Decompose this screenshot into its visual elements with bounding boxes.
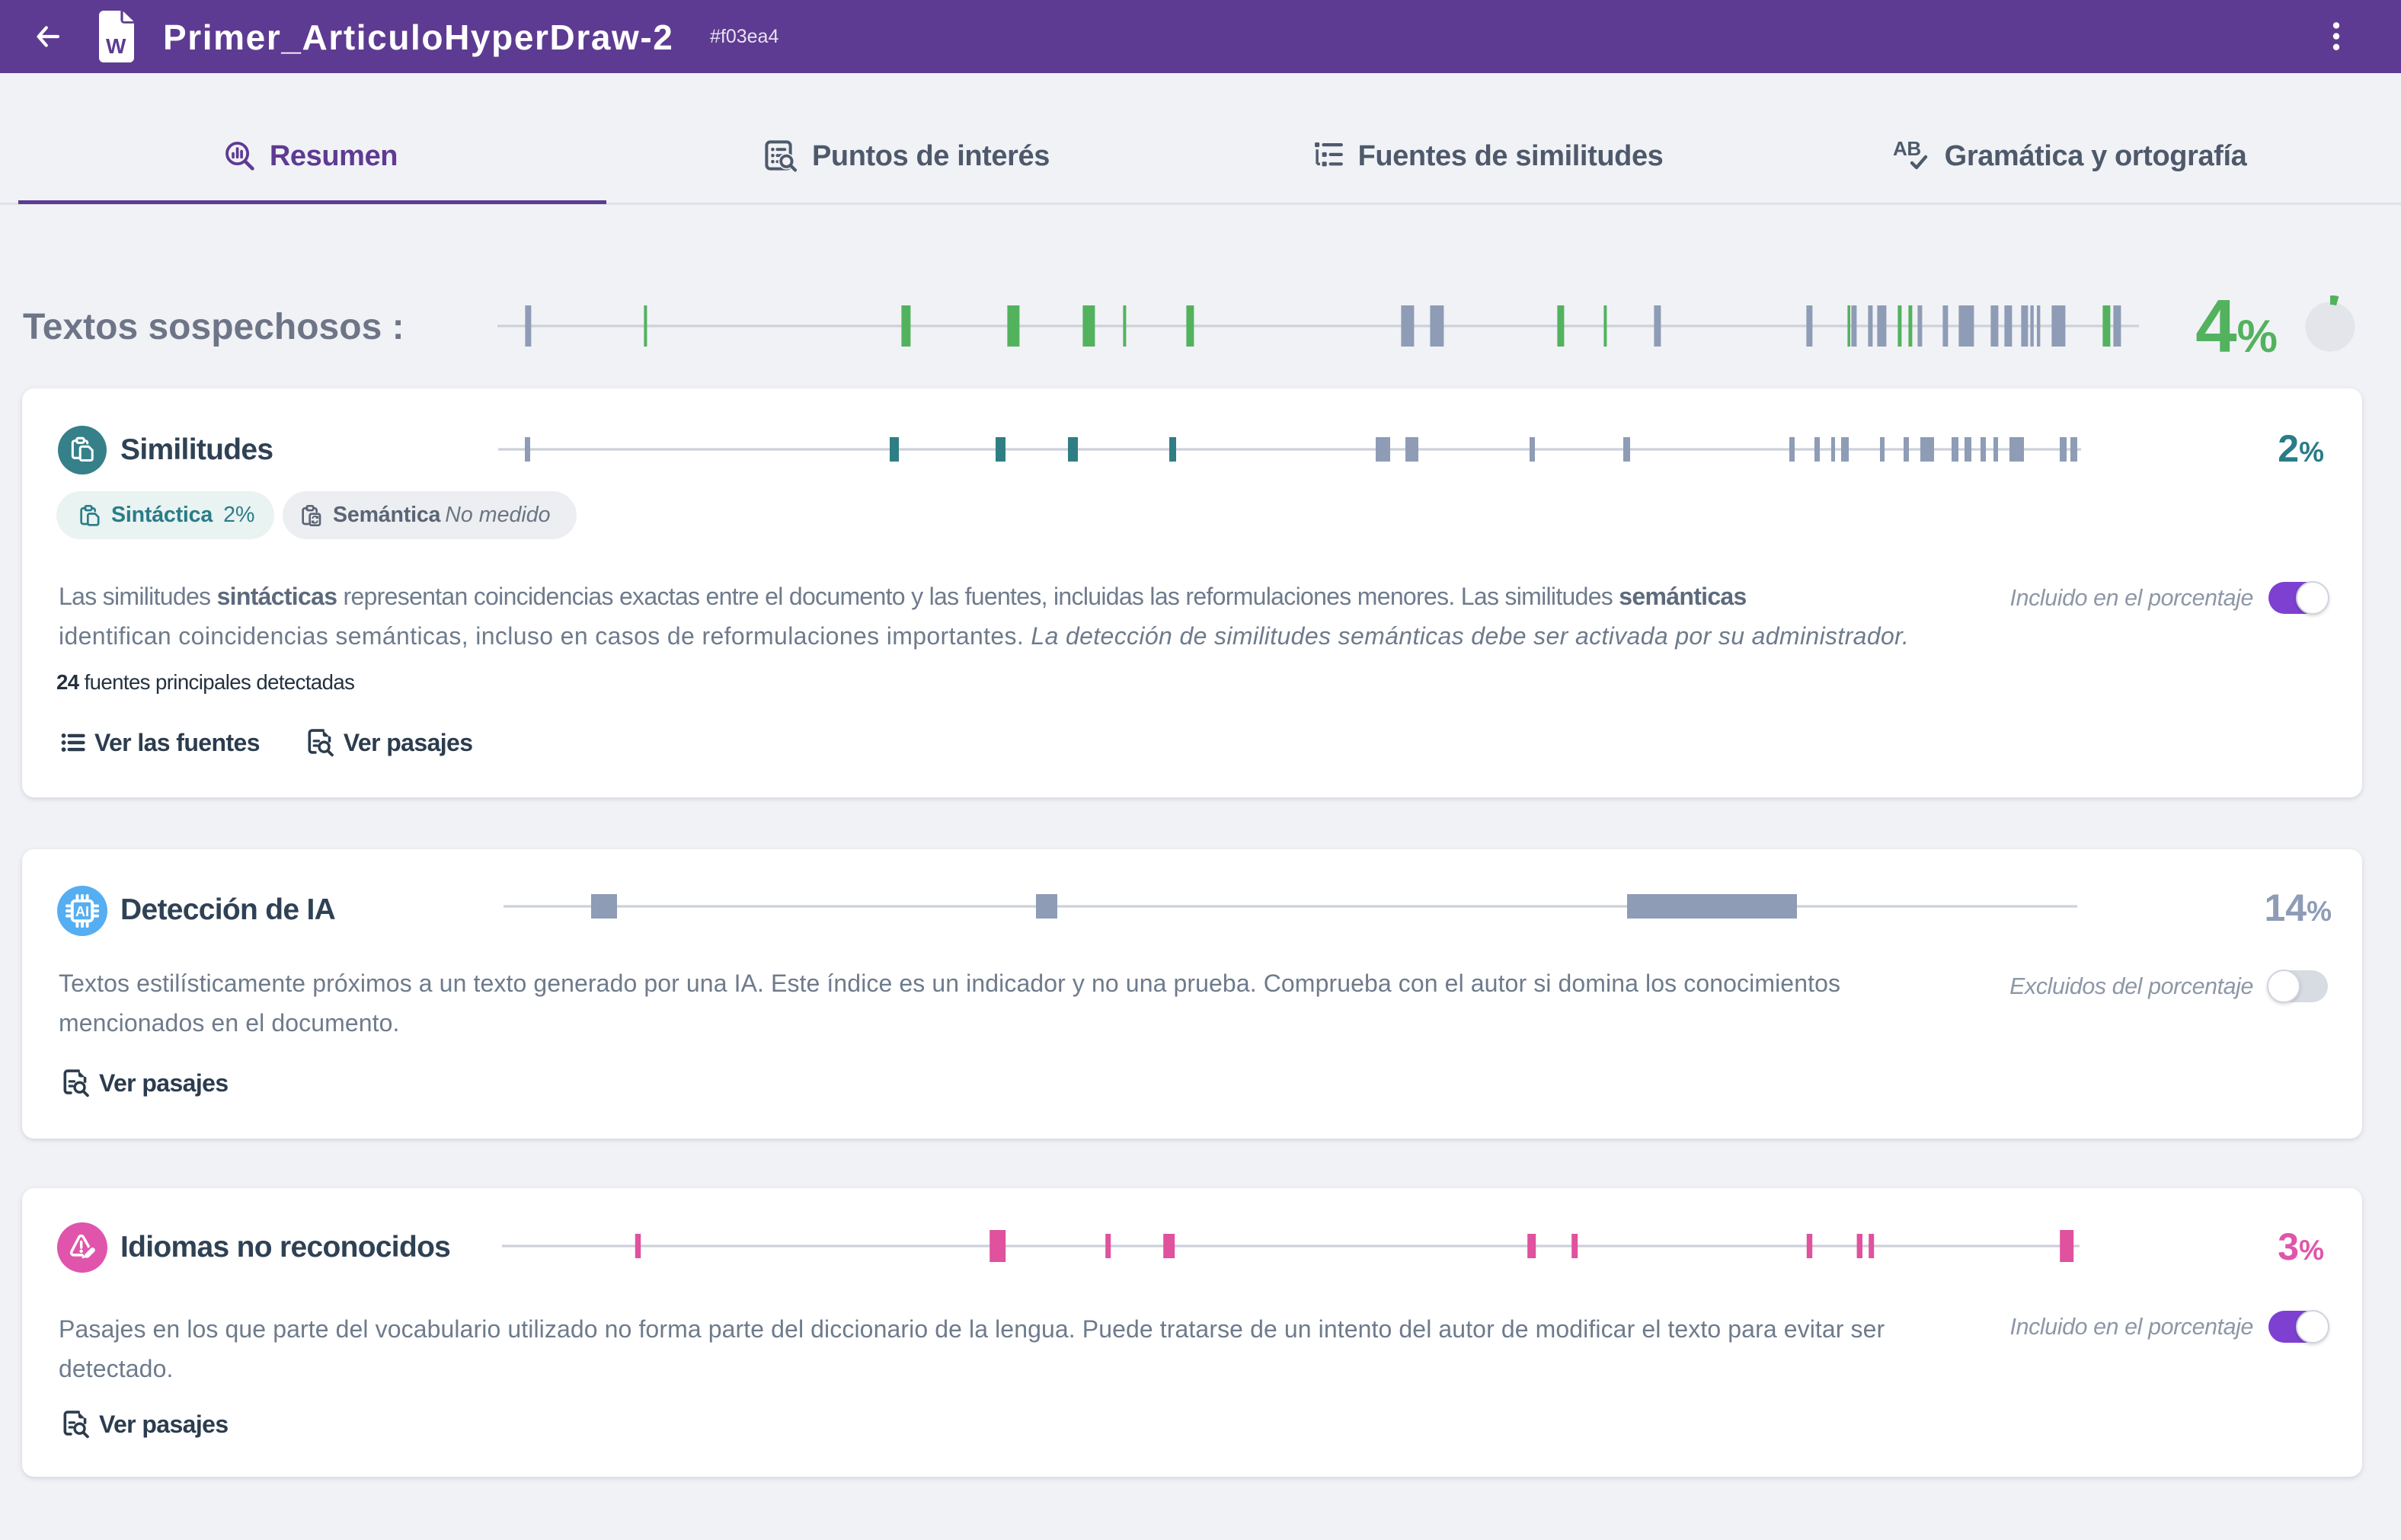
- svg-text:AB: AB: [1893, 137, 1921, 160]
- svg-text:AI: AI: [75, 904, 89, 919]
- svg-text:W: W: [106, 34, 126, 58]
